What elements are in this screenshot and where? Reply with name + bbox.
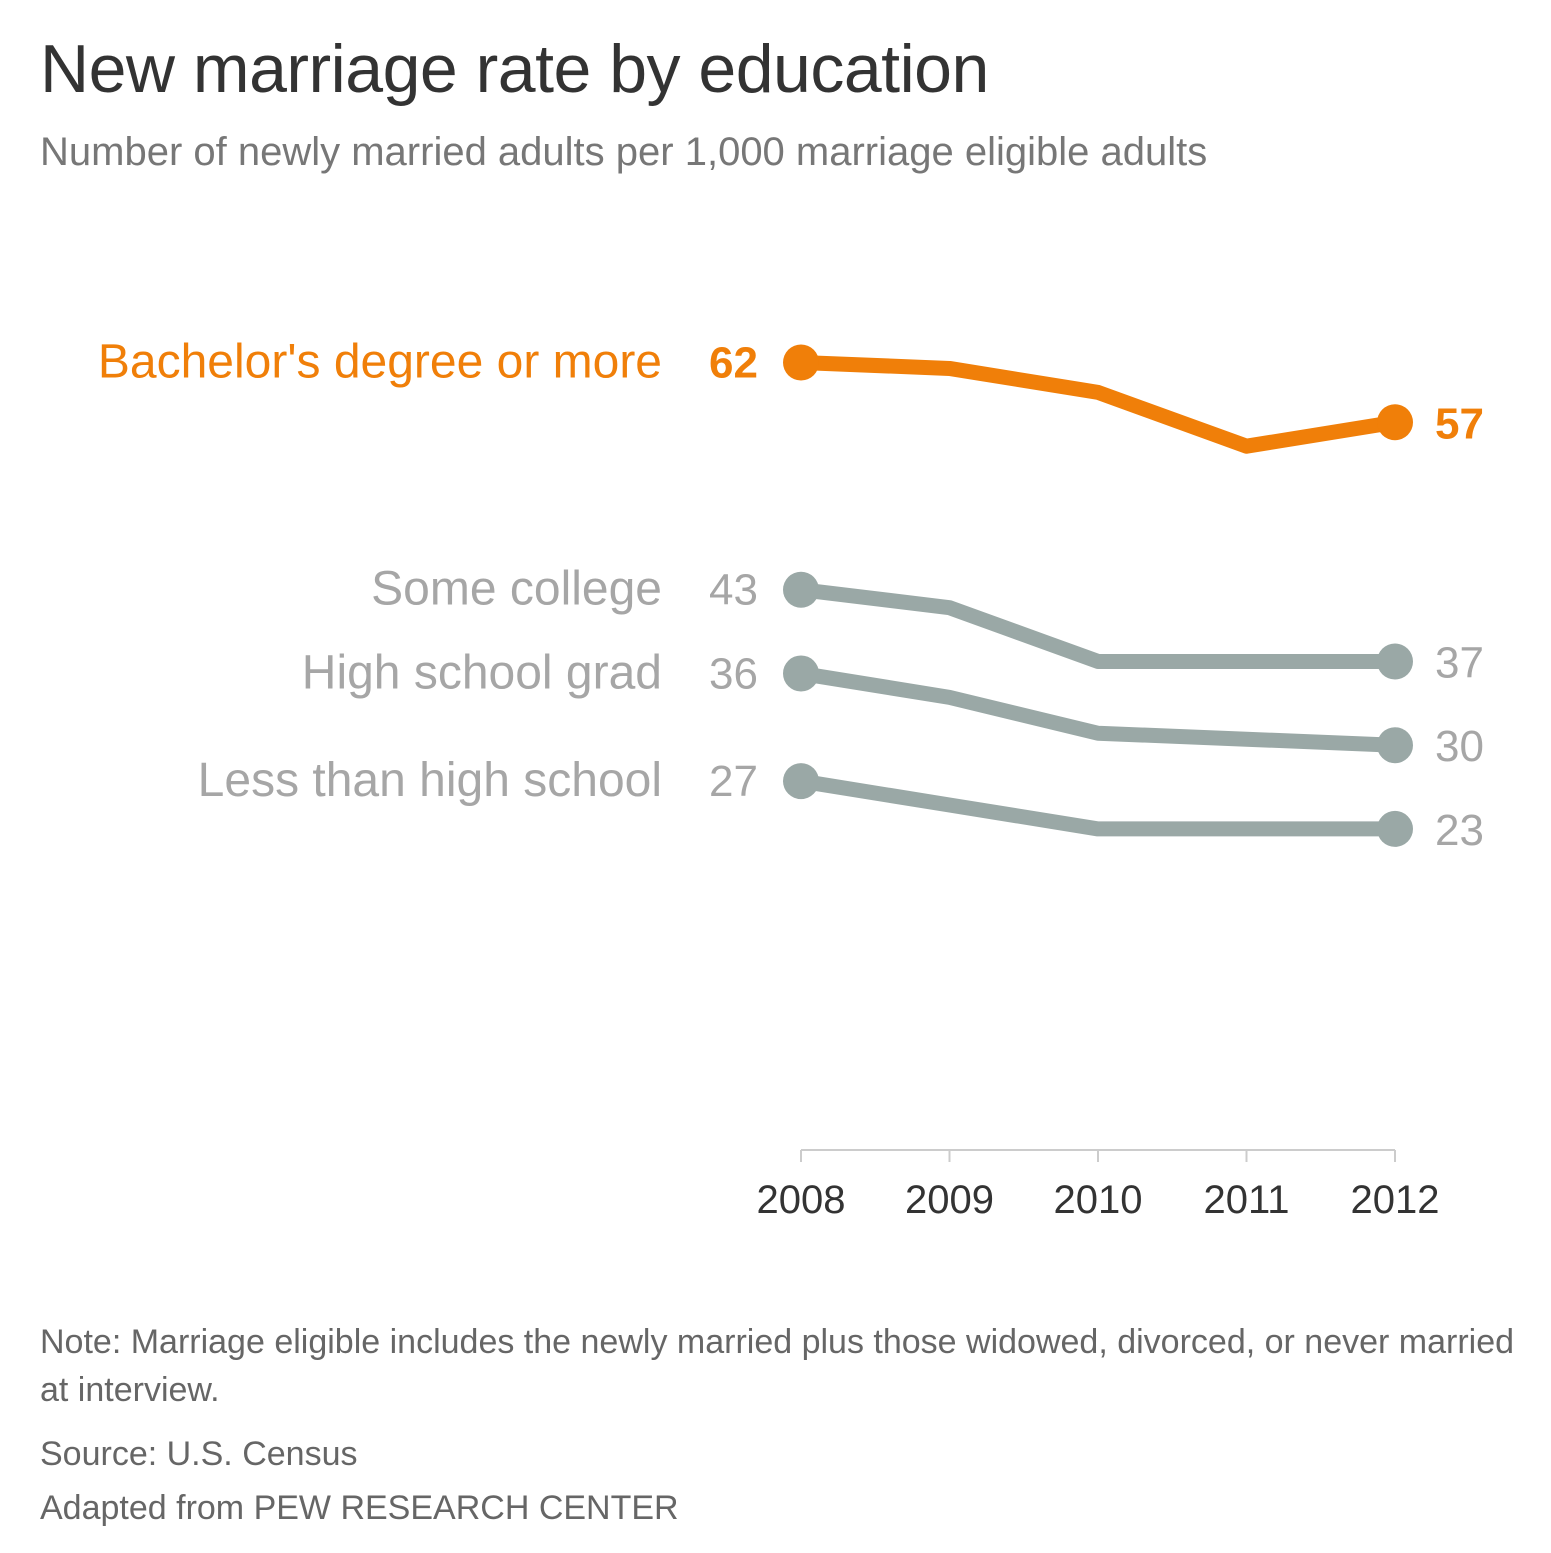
series-name-label: Less than high school — [198, 754, 662, 807]
start-value-label: 36 — [709, 649, 758, 698]
end-point — [1377, 404, 1413, 441]
line-chart: 2008 2009 2010 2011 2012 Bachelor's degree or… — [98, 335, 1484, 1222]
chart-title: New marriage rate by education — [40, 31, 989, 107]
end-value-label: 30 — [1435, 722, 1484, 771]
credit-line: Adapted from PEW RESEARCH CENTER — [40, 1489, 679, 1527]
series-name-label: Bachelor's degree or more — [98, 335, 662, 388]
footnote: Note: Marriage eligible includes the new… — [40, 1323, 1515, 1409]
series-line — [793, 582, 1403, 669]
end-point — [1377, 643, 1413, 680]
end-value-label: 23 — [1435, 806, 1484, 855]
start-point — [783, 763, 819, 800]
start-value-label: 62 — [709, 338, 758, 387]
series-name-label: High school grad — [302, 646, 662, 699]
x-tick-label: 2010 — [1054, 1178, 1143, 1222]
start-point — [783, 571, 819, 608]
end-point — [1377, 727, 1413, 764]
start-value-label: 43 — [709, 566, 758, 615]
end-value-label: 37 — [1435, 638, 1484, 687]
start-point — [783, 344, 819, 381]
series-line — [793, 354, 1403, 454]
chart-footer: Note: Marriage eligible includes the new… — [40, 1318, 1530, 1532]
series-name-label: Some college — [371, 563, 662, 616]
x-tick-label: 2011 — [1203, 1178, 1289, 1222]
chart-subtitle: Number of newly married adults per 1,000… — [40, 130, 1208, 174]
start-value-label: 27 — [709, 757, 758, 806]
series-line — [793, 665, 1403, 753]
x-tick-label: 2008 — [757, 1178, 846, 1222]
start-point — [783, 655, 819, 692]
x-tick-label: 2009 — [905, 1178, 994, 1222]
source-line: Source: U.S. Census — [40, 1435, 358, 1473]
series-line — [793, 773, 1403, 837]
end-point — [1377, 810, 1413, 847]
x-tick-label: 2012 — [1351, 1178, 1440, 1222]
end-value-label: 57 — [1435, 399, 1484, 448]
